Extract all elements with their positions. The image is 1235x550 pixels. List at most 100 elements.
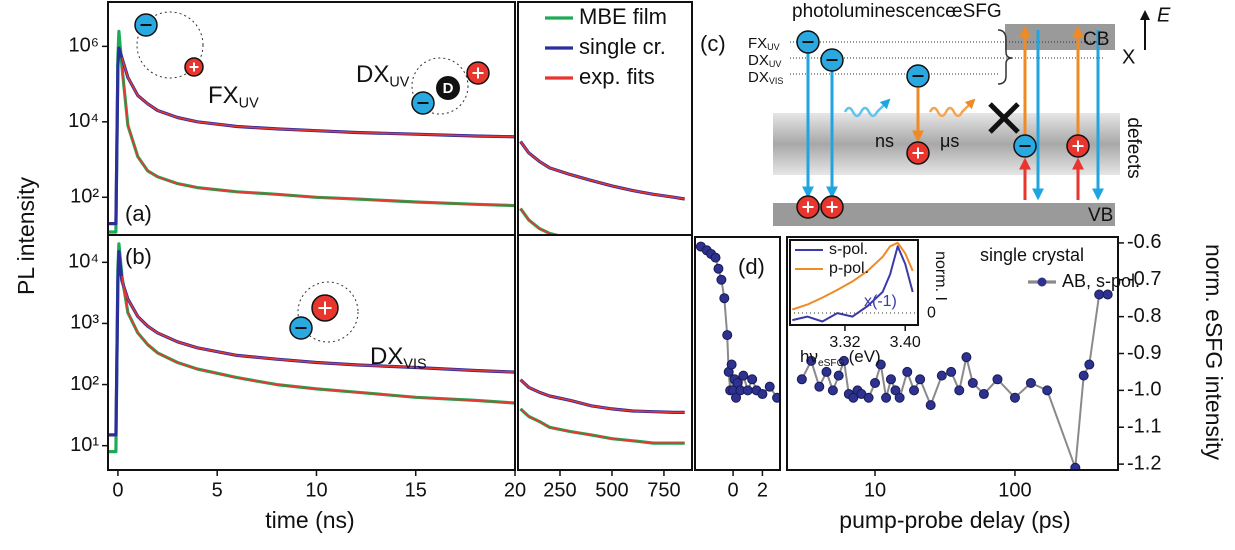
frame <box>789 239 919 326</box>
data-point <box>796 374 807 385</box>
orbit <box>411 57 469 115</box>
data-point <box>890 385 901 396</box>
data-point <box>870 377 881 388</box>
data-point <box>742 385 753 396</box>
legend-label: exp. fits <box>579 64 655 89</box>
x-axis-title: pump-probe delay (ps) <box>839 507 1070 533</box>
y-tick-label: -1.0 <box>1127 379 1161 401</box>
y-tick-label: 10⁴ <box>68 251 99 273</box>
series-line <box>121 57 515 138</box>
electron <box>1013 134 1037 158</box>
annotation-main: DX <box>370 343 403 370</box>
frame <box>517 234 693 471</box>
data-point <box>722 330 733 341</box>
y-tick-label: 10¹ <box>70 434 99 456</box>
annotation: DXVIS <box>748 69 783 87</box>
annotation: DXVIS <box>370 343 427 372</box>
annotation-sub: UV <box>239 96 259 112</box>
y-tick-label: -0.8 <box>1127 305 1161 327</box>
annotation-sub: VIS <box>769 77 784 87</box>
diagram-heading: eSFG <box>952 1 1002 22</box>
x-tick-label: 20 <box>504 479 526 501</box>
valence-band <box>773 203 1115 226</box>
series-line <box>121 66 515 207</box>
data-point <box>863 392 874 403</box>
data-point <box>1025 377 1036 388</box>
data-point <box>961 352 972 363</box>
annotation-main: hν <box>800 347 818 366</box>
x-tick-label: 10 <box>305 479 327 501</box>
series-line <box>108 250 515 437</box>
frame <box>107 1 516 236</box>
series-line <box>519 379 685 414</box>
x-tick-label: 250 <box>543 479 576 501</box>
x-tick-label: 0 <box>728 479 739 501</box>
panel-label: (c) <box>700 31 726 56</box>
data-point <box>946 366 957 377</box>
annotation: hνeSFG (eV) <box>800 347 881 368</box>
annotation: x(-1) <box>864 293 897 310</box>
rate-label: μs <box>940 131 959 151</box>
panel-label: (b) <box>125 244 152 269</box>
data-point <box>713 263 724 274</box>
annotation-sub: UV <box>769 60 782 70</box>
axis-unit: (eV) <box>849 347 881 366</box>
data-point <box>1009 392 1020 403</box>
donor <box>436 76 460 100</box>
data-point <box>764 381 775 392</box>
series-line <box>519 408 685 444</box>
data-point <box>757 389 768 400</box>
data-point <box>838 355 849 366</box>
data-point <box>885 374 896 385</box>
cross <box>988 102 1020 134</box>
electron <box>906 64 930 88</box>
annotation-main: DX <box>748 52 769 69</box>
data-point <box>875 359 886 370</box>
data-point <box>1078 370 1089 381</box>
x-tick-label: 0 <box>112 479 123 501</box>
data-point <box>954 385 965 396</box>
hole <box>311 294 339 322</box>
plot-area <box>796 289 1113 470</box>
band-label: VB <box>1088 205 1113 226</box>
x-tick-label: 3.32 <box>829 334 860 351</box>
band-label: X <box>1122 46 1135 68</box>
x-tick-label: 10 <box>864 479 886 501</box>
y-tick-label: -0.9 <box>1127 342 1161 364</box>
orbit <box>297 281 359 343</box>
legend-label: AB, s-pol. <box>1062 271 1140 291</box>
data-point <box>747 374 758 385</box>
donor-label: D <box>443 80 454 97</box>
electron <box>796 30 820 54</box>
x-tick-label: 2 <box>757 479 768 501</box>
y-tick-label: 10² <box>70 373 99 395</box>
band-label: defects <box>1123 117 1144 178</box>
panel: 3.32 3.40 0 s-pol. p-pol. x(-1) norm. I hνeSFG (… <box>789 239 949 368</box>
plot-area <box>108 242 515 454</box>
y-tick-label: 10⁴ <box>68 110 99 132</box>
data-point <box>719 293 730 304</box>
series-line <box>519 141 685 200</box>
hole <box>906 141 930 165</box>
orbit <box>136 11 204 79</box>
electron <box>289 316 313 340</box>
plot-area <box>519 378 685 445</box>
annotation-sub: eSFG <box>818 357 845 368</box>
data-point <box>894 392 905 403</box>
panel: 10 100 -0.6 -0.7 -0.8 -0.9 -1.0 -1.1 -1.2 single … <box>786 231 1227 533</box>
data-point <box>1094 289 1105 300</box>
data-point <box>833 370 844 381</box>
diagram-heading: photoluminescence <box>792 1 956 22</box>
data-point <box>1084 359 1095 370</box>
x-tick-label: 500 <box>595 479 628 501</box>
annotation: FXUV <box>748 35 780 53</box>
annotation-sub: VIS <box>403 357 426 373</box>
legend-label: s-pol. <box>829 241 868 258</box>
data-point <box>806 355 817 366</box>
x-tick-label: 100 <box>998 479 1031 501</box>
hole <box>466 61 490 85</box>
energy-label: E <box>1157 4 1171 26</box>
hole <box>820 195 844 219</box>
legend-marker <box>1037 277 1047 287</box>
band-label: CB <box>1083 29 1109 50</box>
